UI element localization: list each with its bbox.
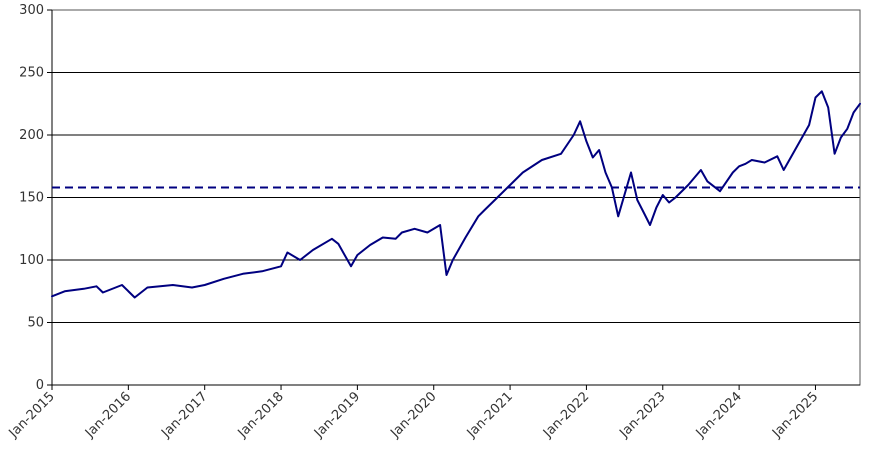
series-line (51, 90, 861, 299)
y-tick-label: 0 (36, 378, 44, 393)
x-tick-label: Jan-2022 (540, 389, 592, 441)
x-tick-label: Jan-2015 (6, 389, 58, 441)
x-tick-label: Jan-2024 (693, 389, 745, 441)
y-tick-label: 250 (19, 66, 44, 81)
x-tick-label: Jan-2020 (387, 389, 439, 441)
x-tick-label: Jan-2025 (769, 389, 821, 441)
x-tick-label: Jan-2016 (82, 389, 134, 441)
series-group (51, 90, 861, 299)
y-tick-label: 100 (19, 253, 44, 268)
x-tick-label: Jan-2019 (311, 389, 363, 441)
y-tick-label: 50 (27, 316, 44, 331)
y-tick-label: 150 (19, 191, 44, 206)
x-tick-label: Jan-2017 (158, 389, 210, 441)
x-tick-label: Jan-2023 (616, 389, 668, 441)
x-tick-label: Jan-2018 (235, 389, 287, 441)
y-tick-label: 200 (19, 128, 44, 143)
x-tick-label: Jan-2021 (464, 389, 516, 441)
x-axis-ticks: Jan-2015 Jan-2016 Jan-2017 Jan-2018 Jan-2019… (6, 385, 821, 441)
y-tick-label: 300 (19, 3, 44, 18)
y-axis-ticks: 0 50 100 150 200 250 300 (19, 3, 52, 393)
